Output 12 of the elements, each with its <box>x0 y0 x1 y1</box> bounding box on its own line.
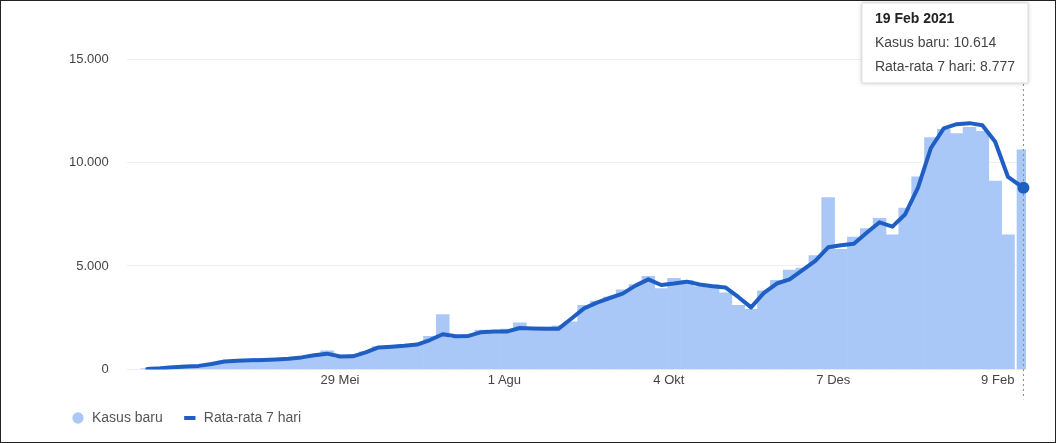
y-tick-label: 15.000 <box>69 50 109 66</box>
legend-label: Rata-rata 7 hari <box>203 408 302 425</box>
annotation: 19 Feb 2021 Kasus baru: 10.614 Rata-rata 7 hari: 8.777 <box>874 9 1016 74</box>
x-tick-label: 4 Okt <box>653 371 685 387</box>
x-tick-label: 29 Mei <box>320 371 360 387</box>
y-tick-label: 0 <box>101 360 109 376</box>
y-tick-label: 10.000 <box>69 154 109 170</box>
x-tick-label: 7 Des <box>816 371 851 387</box>
legend-label: Kasus baru <box>92 408 163 425</box>
x-tick-label: 9 Feb <box>981 371 1015 387</box>
y-tick-label: 5.000 <box>76 257 109 273</box>
x-tick-label: 1 Agu <box>487 371 522 387</box>
